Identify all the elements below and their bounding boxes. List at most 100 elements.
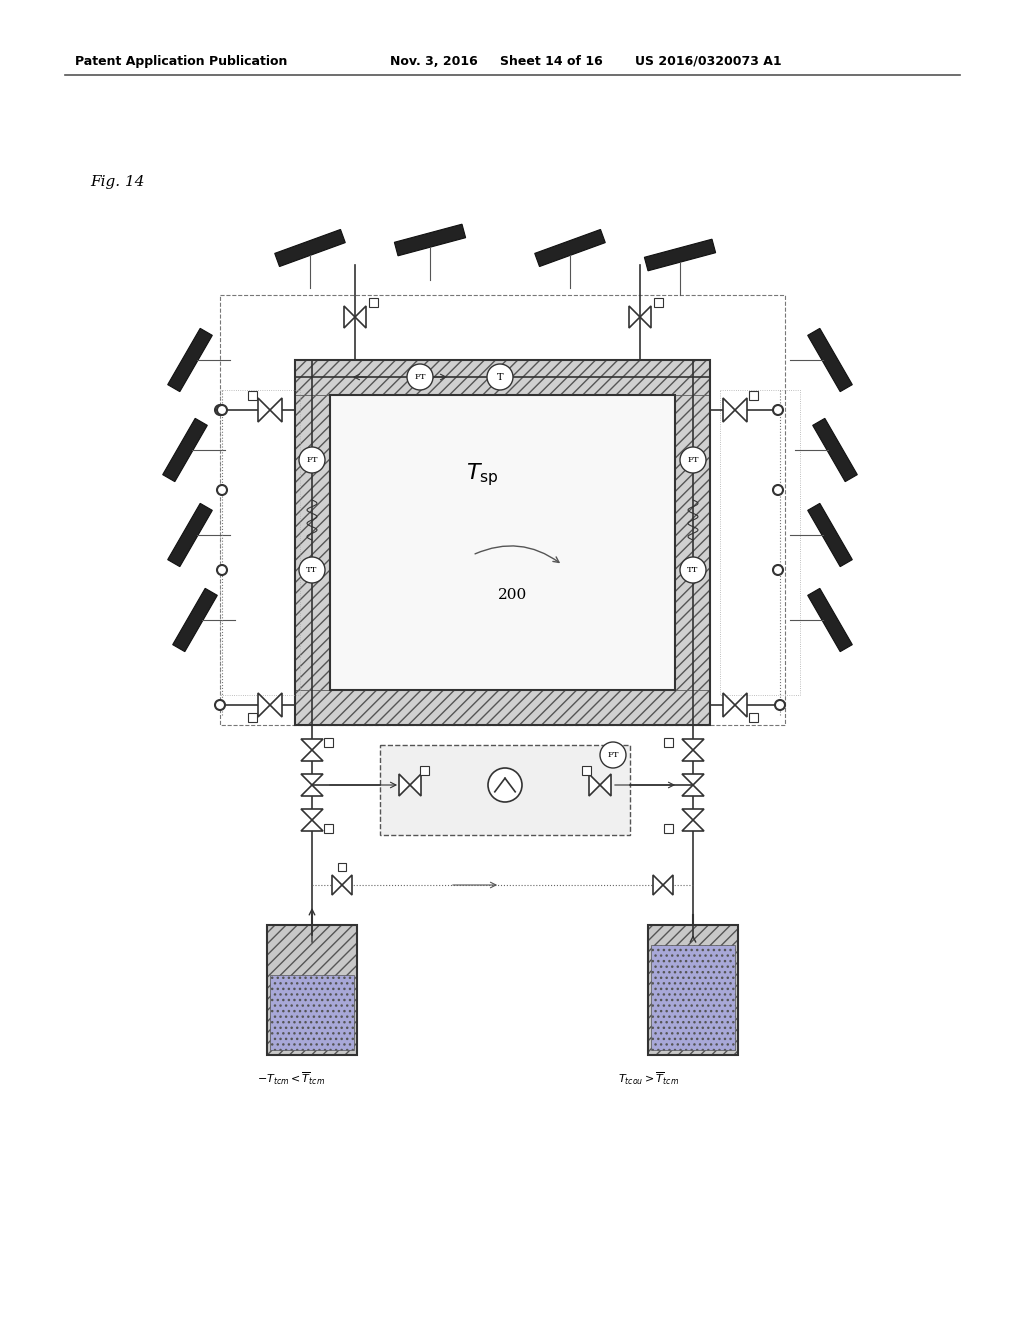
Polygon shape [682,809,705,820]
Polygon shape [301,820,323,832]
Polygon shape [682,820,705,832]
Bar [675,395,710,690]
Polygon shape [723,693,735,717]
Circle shape [680,557,706,583]
Bar [749,713,758,722]
Circle shape [407,364,433,389]
Bar [813,418,857,482]
Polygon shape [258,693,270,717]
Polygon shape [301,809,323,820]
Bar [163,418,207,482]
Bar [338,863,346,871]
Text: FT: FT [306,455,317,465]
Bar [295,395,330,690]
Polygon shape [301,785,323,796]
Text: FT: FT [415,374,426,381]
Bar [664,824,673,833]
Circle shape [680,447,706,473]
Circle shape [775,700,785,710]
Bar [267,925,357,1055]
Bar [173,589,217,652]
Bar [220,294,785,725]
Circle shape [773,565,783,576]
Bar [808,503,852,566]
Circle shape [215,700,225,710]
Bar [324,824,333,833]
Polygon shape [640,306,651,327]
Polygon shape [301,739,323,750]
Circle shape [600,742,626,768]
Bar [653,297,663,306]
Polygon shape [600,774,611,796]
Bar [664,738,673,747]
Bar [582,766,591,775]
Bar [295,360,710,725]
Bar [324,738,333,747]
Bar [369,297,378,306]
Bar [808,329,852,392]
Bar [270,975,354,1049]
Bar [295,360,710,395]
Polygon shape [270,693,282,717]
Polygon shape [723,399,735,422]
Polygon shape [663,875,673,895]
Text: $T_{\mathrm{sp}}$: $T_{\mathrm{sp}}$ [466,462,499,488]
Circle shape [217,484,227,495]
Polygon shape [629,306,640,327]
Circle shape [488,768,522,803]
Polygon shape [735,399,746,422]
Bar [168,503,212,566]
Bar [168,329,212,392]
Circle shape [487,364,513,389]
Text: 200: 200 [498,587,527,602]
Text: TT: TT [306,566,317,574]
Bar [248,391,256,400]
Text: $- T_{tcm} < \overline{T}_{tcm}$: $- T_{tcm} < \overline{T}_{tcm}$ [257,1071,326,1086]
Bar [295,690,710,725]
Bar [274,230,345,267]
Bar [808,589,852,652]
Text: TT: TT [687,566,698,574]
Bar [248,713,256,722]
Circle shape [299,557,325,583]
Polygon shape [682,739,705,750]
Text: FT: FT [687,455,698,465]
Bar [380,744,630,836]
Bar [648,925,738,1055]
Bar [720,389,800,696]
Polygon shape [399,774,410,796]
Bar [220,389,300,696]
Text: Sheet 14 of 16: Sheet 14 of 16 [500,55,603,69]
Bar [330,395,675,690]
Polygon shape [301,774,323,785]
Circle shape [299,447,325,473]
Bar [644,239,716,271]
Circle shape [217,405,227,414]
Bar [535,230,605,267]
Text: Fig. 14: Fig. 14 [90,176,144,189]
Polygon shape [342,875,352,895]
Polygon shape [355,306,366,327]
Polygon shape [653,875,663,895]
Circle shape [217,565,227,576]
Polygon shape [301,750,323,762]
Bar [651,945,735,1049]
Polygon shape [410,774,421,796]
Bar [420,766,428,775]
Bar [267,925,357,1055]
Text: $T_{tcou} > \overline{T}_{tcm}$: $T_{tcou} > \overline{T}_{tcm}$ [618,1071,679,1086]
Polygon shape [682,750,705,762]
Circle shape [773,405,783,414]
Polygon shape [735,693,746,717]
Text: Nov. 3, 2016: Nov. 3, 2016 [390,55,478,69]
Text: US 2016/0320073 A1: US 2016/0320073 A1 [635,55,781,69]
Text: Patent Application Publication: Patent Application Publication [75,55,288,69]
Bar [749,391,758,400]
Polygon shape [344,306,355,327]
Polygon shape [258,399,270,422]
Circle shape [215,405,225,414]
Polygon shape [682,774,705,785]
Text: FT: FT [607,751,618,759]
Polygon shape [332,875,342,895]
Polygon shape [589,774,600,796]
